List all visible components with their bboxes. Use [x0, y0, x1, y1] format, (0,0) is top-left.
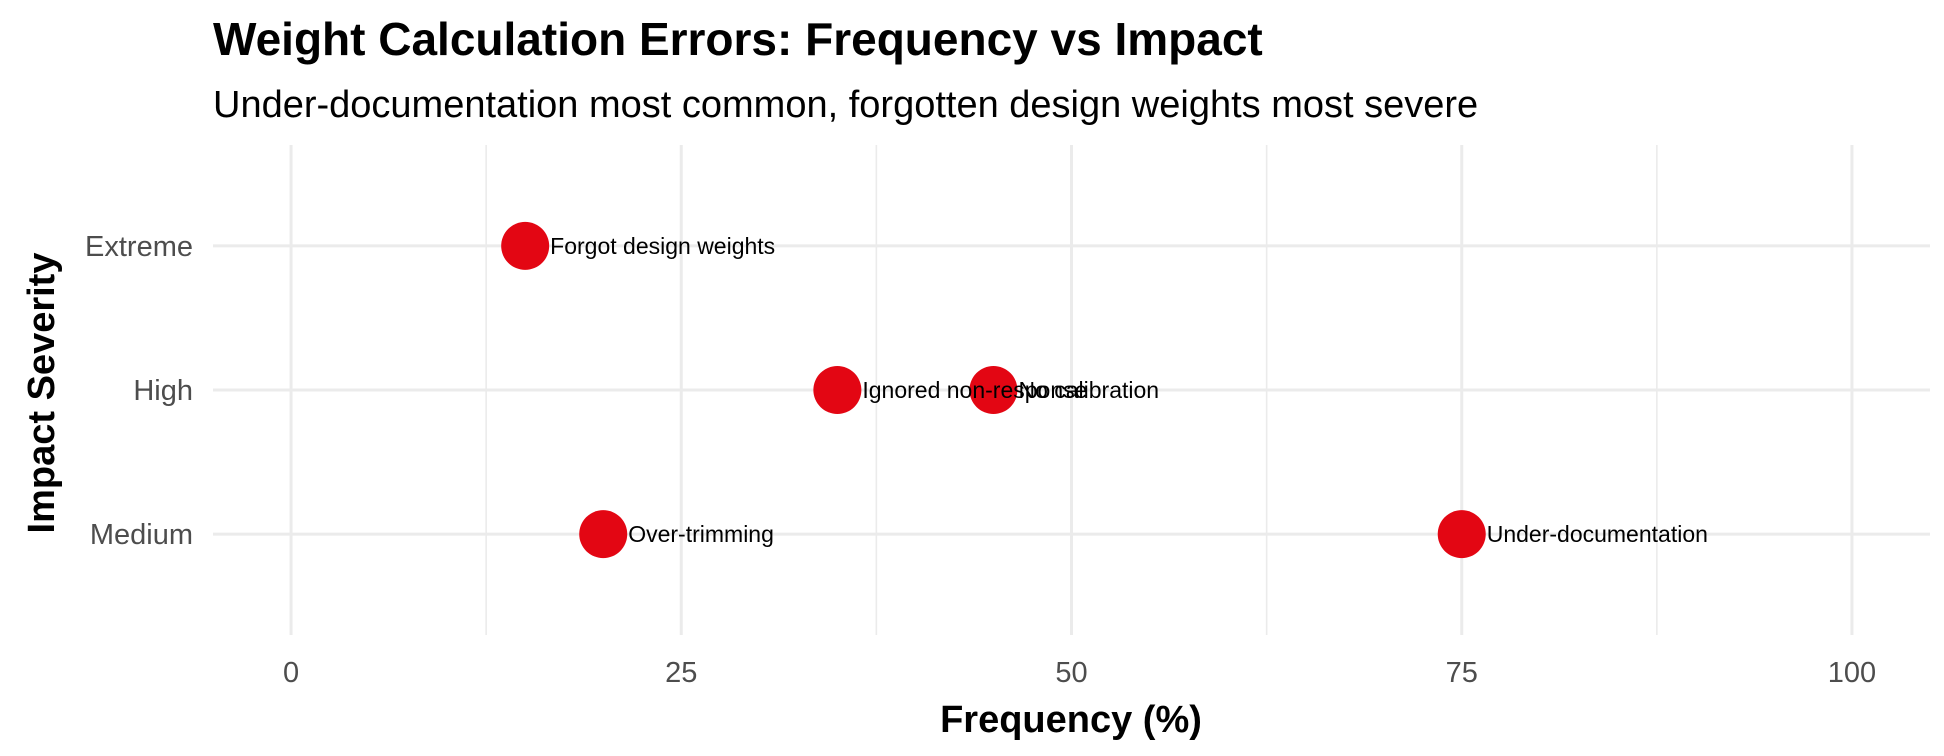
x-tick-label: 75: [1446, 657, 1478, 689]
data-point-label: Ignored non-response: [862, 377, 1087, 403]
data-point-label: Over-trimming: [628, 521, 774, 547]
y-axis-title: Impact Severity: [21, 253, 63, 534]
data-point-label: No calibration: [1018, 377, 1159, 403]
y-axis-tick-labels: Medium High Extreme: [85, 231, 193, 551]
data-point-label: Under-documentation: [1487, 521, 1708, 547]
x-axis-tick-labels: 0 25 50 75 100: [283, 657, 1876, 689]
data-points: [501, 221, 1486, 559]
data-point-label: Forgot design weights: [550, 233, 775, 259]
data-point-labels: Under-documentation Over-trimming Ignored …: [550, 233, 1708, 547]
chart-title: Weight Calculation Errors: Frequency vs …: [213, 13, 1263, 65]
data-point: [501, 221, 550, 270]
x-tick-label: 25: [665, 657, 697, 689]
x-axis-title: Frequency (%): [940, 699, 1202, 741]
y-tick-label: Medium: [90, 519, 193, 551]
data-point: [813, 366, 862, 414]
data-point: [1437, 510, 1486, 559]
x-tick-label: 0: [283, 657, 299, 689]
x-tick-label: 50: [1055, 657, 1087, 689]
data-point: [969, 366, 1018, 414]
x-tick-label: 100: [1828, 657, 1876, 689]
chart-subtitle: Under-documentation most common, forgott…: [213, 84, 1478, 126]
y-tick-label: High: [133, 375, 193, 407]
data-point: [579, 510, 628, 559]
y-tick-label: Extreme: [85, 231, 193, 263]
grid: [213, 145, 1930, 635]
